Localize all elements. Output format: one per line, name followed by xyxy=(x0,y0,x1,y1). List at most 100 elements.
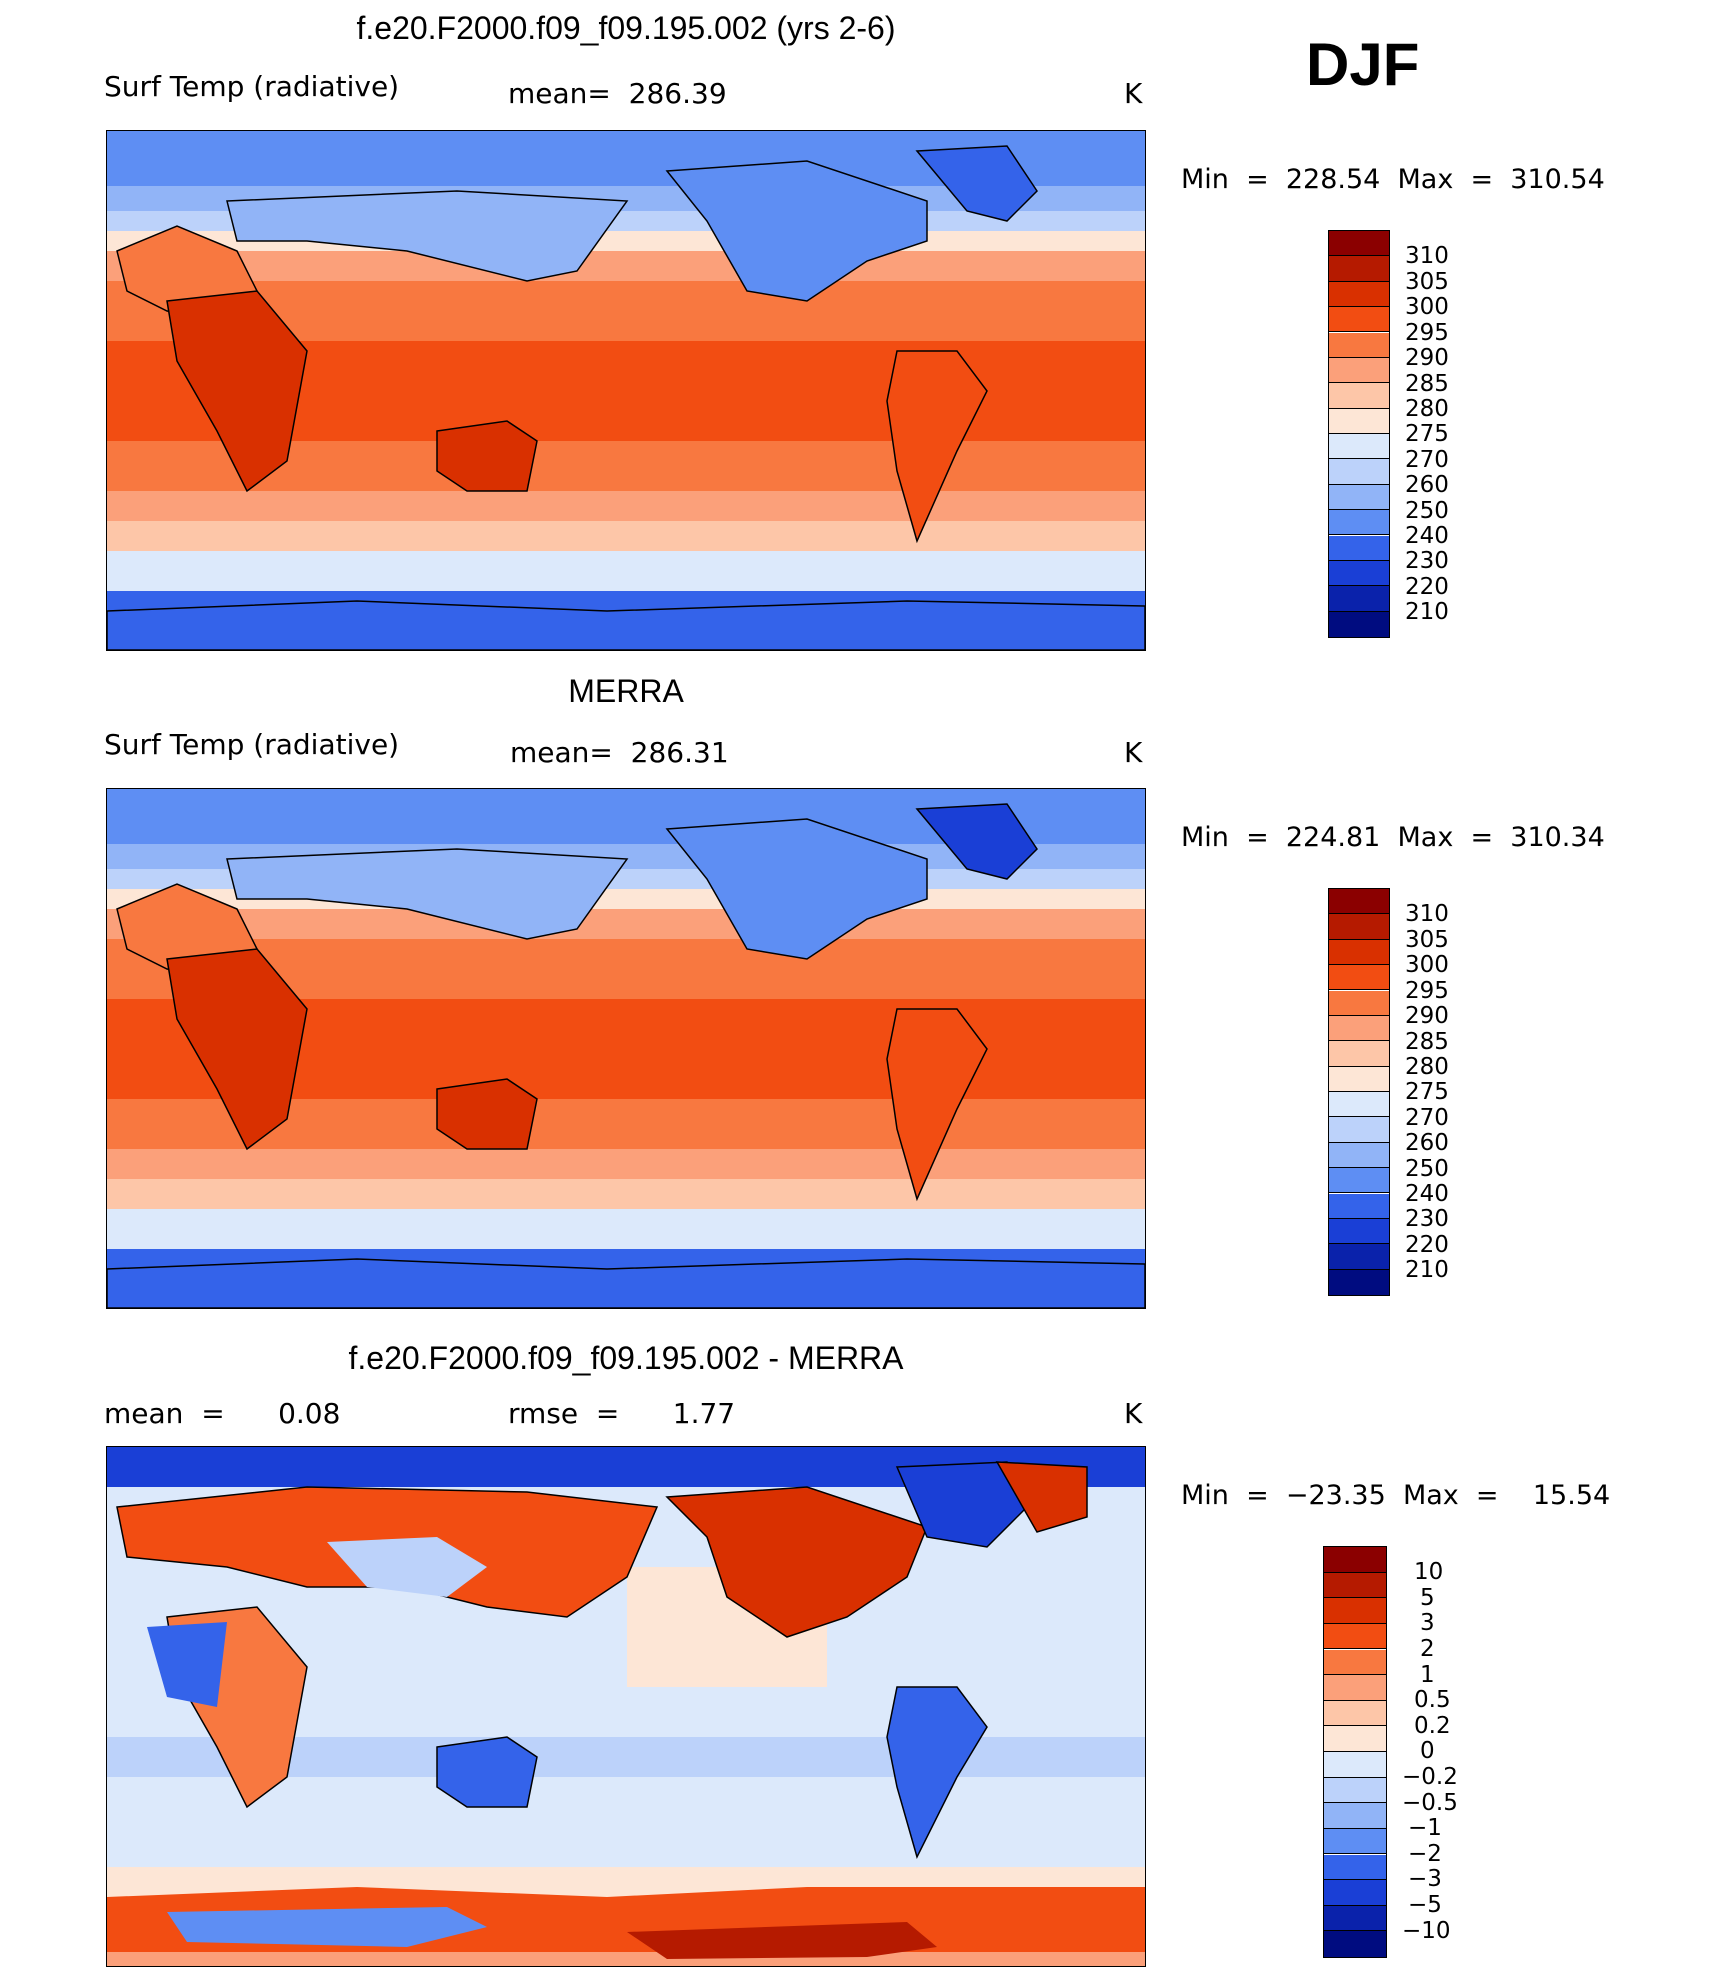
colorbar-tick-label: −0.2 xyxy=(1402,1764,1458,1790)
panel-2-map xyxy=(106,788,1146,1309)
colorbar-segment xyxy=(1324,1572,1386,1599)
colorbar-segment xyxy=(1329,535,1389,561)
colorbar-tick-label: 290 xyxy=(1405,1003,1449,1029)
colorbar-tick-label: 210 xyxy=(1405,1257,1449,1283)
colorbar-segment xyxy=(1329,1218,1389,1245)
panel-3-map xyxy=(106,1446,1146,1967)
colorbar-tick-label: 230 xyxy=(1405,548,1449,574)
panel-2-minmax: Min = 224.81 Max = 310.34 xyxy=(1181,822,1605,853)
colorbar-tick-label: 250 xyxy=(1405,498,1449,524)
colorbar-segment xyxy=(1329,231,1389,257)
colorbar-tick-label: 0 xyxy=(1420,1738,1435,1764)
panel-3-colorbar xyxy=(1323,1546,1387,1958)
colorbar-segment xyxy=(1324,1700,1386,1727)
panel-3-map-plot xyxy=(107,1447,1145,1966)
colorbar-segment xyxy=(1324,1649,1386,1676)
colorbar-segment xyxy=(1324,1752,1386,1778)
colorbar-segment xyxy=(1324,1803,1386,1829)
colorbar-segment xyxy=(1324,1905,1386,1932)
colorbar-segment xyxy=(1329,965,1389,991)
colorbar-tick-label: 1 xyxy=(1420,1662,1435,1688)
colorbar-tick-label: 285 xyxy=(1405,371,1449,397)
colorbar-segment xyxy=(1329,939,1389,966)
colorbar-tick-label: 280 xyxy=(1405,396,1449,422)
colorbar-tick-label: −2 xyxy=(1408,1841,1442,1867)
colorbar-tick-label: 270 xyxy=(1405,447,1449,473)
colorbar-tick-label: 305 xyxy=(1405,269,1449,295)
colorbar-segment xyxy=(1324,1726,1386,1752)
colorbar-segment xyxy=(1329,1041,1389,1067)
colorbar-tick-label: 0.2 xyxy=(1414,1713,1451,1739)
colorbar-tick-label: 305 xyxy=(1405,927,1449,953)
panel-2-variable-label: Surf Temp (radiative) xyxy=(104,728,400,761)
colorbar-segment xyxy=(1329,408,1389,434)
colorbar-segment xyxy=(1329,1193,1389,1219)
colorbar-tick-label: −3 xyxy=(1408,1866,1442,1892)
colorbar-segment xyxy=(1329,560,1389,587)
panel-1-minmax: Min = 228.54 Max = 310.54 xyxy=(1181,164,1605,195)
colorbar-segment xyxy=(1329,1066,1389,1092)
colorbar-tick-label: 300 xyxy=(1405,294,1449,320)
colorbar-tick-label: −5 xyxy=(1408,1892,1442,1918)
colorbar-segment xyxy=(1329,611,1389,637)
panel-1-title: f.e20.F2000.f09_f09.195.002 (yrs 2-6) xyxy=(356,10,896,46)
colorbar-tick-label: 2 xyxy=(1420,1636,1435,1662)
colorbar-tick-label: 280 xyxy=(1405,1054,1449,1080)
colorbar-segment xyxy=(1329,1244,1389,1270)
colorbar-segment xyxy=(1329,1142,1389,1169)
colorbar-segment xyxy=(1329,383,1389,409)
colorbar-segment xyxy=(1324,1623,1386,1650)
colorbar-tick-label: 260 xyxy=(1405,1130,1449,1156)
colorbar-segment xyxy=(1329,1015,1389,1042)
colorbar-segment xyxy=(1329,510,1389,536)
colorbar-segment xyxy=(1324,1931,1386,1957)
colorbar-segment xyxy=(1329,586,1389,612)
colorbar-segment xyxy=(1324,1547,1386,1573)
colorbar-segment xyxy=(1329,1092,1389,1118)
colorbar-tick-label: 210 xyxy=(1405,599,1449,625)
panel-2-colorbar xyxy=(1328,888,1390,1296)
colorbar-segment xyxy=(1329,1269,1389,1295)
panel-2-title: MERRA xyxy=(568,673,684,709)
colorbar-tick-label: 310 xyxy=(1405,243,1449,269)
colorbar-tick-label: 230 xyxy=(1405,1206,1449,1232)
panel-1-colorbar xyxy=(1328,230,1390,638)
colorbar-segment xyxy=(1329,889,1389,915)
colorbar-tick-label: 290 xyxy=(1405,345,1449,371)
panel-2-map-plot xyxy=(107,789,1145,1308)
colorbar-tick-label: 220 xyxy=(1405,1232,1449,1258)
colorbar-tick-label: 240 xyxy=(1405,1181,1449,1207)
colorbar-tick-label: 275 xyxy=(1405,1079,1449,1105)
season-label: DJF xyxy=(1306,31,1420,98)
colorbar-segment xyxy=(1324,1777,1386,1804)
colorbar-tick-label: −10 xyxy=(1402,1918,1451,1944)
panel-1-variable-label: Surf Temp (radiative) xyxy=(104,70,400,103)
colorbar-segment xyxy=(1324,1854,1386,1881)
colorbar-tick-label: 250 xyxy=(1405,1156,1449,1182)
colorbar-segment xyxy=(1329,990,1389,1016)
panel-1-map xyxy=(106,130,1146,651)
colorbar-tick-label: −0.5 xyxy=(1402,1790,1458,1816)
panel-3-rmse-label: rmse = 1.77 xyxy=(508,1397,736,1430)
panel-3-minmax: Min = −23.35 Max = 15.54 xyxy=(1181,1480,1611,1511)
colorbar-tick-label: 3 xyxy=(1420,1610,1435,1636)
colorbar-segment xyxy=(1329,1117,1389,1143)
colorbar-segment xyxy=(1329,357,1389,384)
panel-3-unit-label: K xyxy=(1124,1397,1143,1430)
colorbar-tick-label: 310 xyxy=(1405,901,1449,927)
colorbar-tick-label: 295 xyxy=(1405,978,1449,1004)
panel-2-unit-label: K xyxy=(1124,736,1143,769)
colorbar-tick-label: 270 xyxy=(1405,1105,1449,1131)
colorbar-tick-label: 220 xyxy=(1405,574,1449,600)
colorbar-segment xyxy=(1324,1675,1386,1701)
colorbar-segment xyxy=(1329,914,1389,940)
panel-3-mean-label: mean = 0.08 xyxy=(104,1397,341,1430)
colorbar-segment xyxy=(1329,256,1389,282)
colorbar-segment xyxy=(1329,307,1389,333)
colorbar-tick-label: 275 xyxy=(1405,421,1449,447)
colorbar-segment xyxy=(1324,1880,1386,1906)
panel-3-title: f.e20.F2000.f09_f09.195.002 - MERRA xyxy=(348,1340,904,1376)
colorbar-segment xyxy=(1329,332,1389,358)
colorbar-tick-label: 300 xyxy=(1405,952,1449,978)
panel-1-map-plot xyxy=(107,131,1145,650)
